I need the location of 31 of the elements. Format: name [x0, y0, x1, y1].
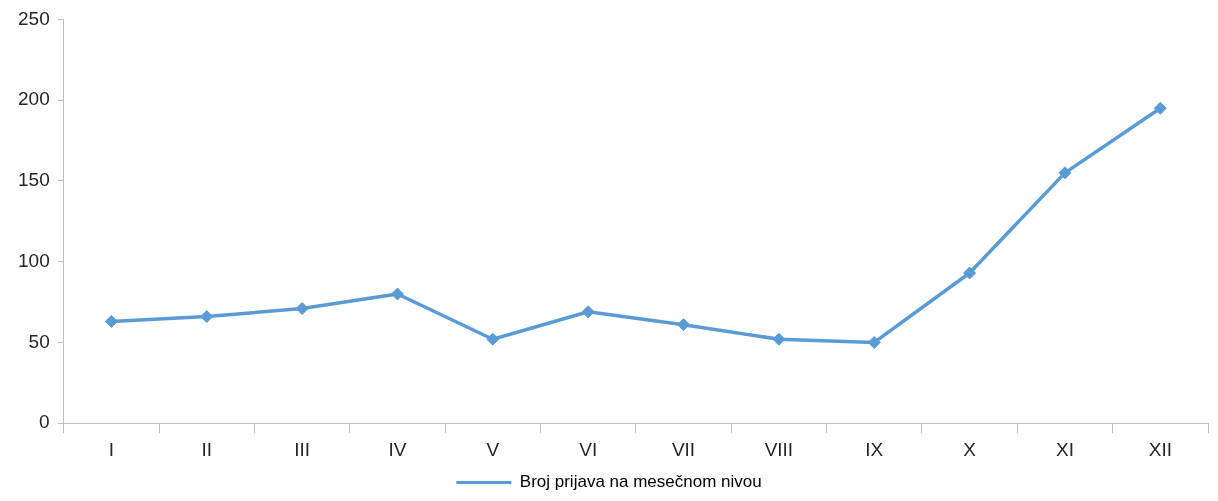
x-tick-label: IV	[388, 438, 407, 460]
x-tick-label: XI	[1055, 438, 1074, 460]
point	[1058, 166, 1072, 180]
x-tick-label: IX	[865, 438, 884, 460]
point	[677, 318, 691, 332]
y-tick-label: 100	[18, 249, 50, 271]
point	[867, 335, 881, 349]
x-tick-label: I	[108, 438, 115, 460]
x-tick-label: III	[294, 438, 311, 460]
point	[390, 287, 404, 301]
x-tick-label: VI	[579, 438, 598, 460]
x-tick-label: XII	[1148, 438, 1172, 460]
x-tick-label: V	[486, 438, 500, 460]
x-tick-label: VII	[671, 438, 696, 460]
y-tick-label: 150	[18, 169, 50, 191]
x-tick-label: X	[963, 438, 977, 460]
y-tick-label: 250	[18, 7, 50, 29]
legend-label: Broj prijava na mesečnom nivou	[519, 472, 762, 492]
x-tick-label: II	[201, 438, 213, 460]
point	[200, 310, 214, 324]
point	[295, 302, 309, 316]
point	[963, 266, 977, 280]
point	[772, 332, 786, 346]
y-tick-label: 200	[18, 88, 50, 110]
point	[486, 332, 500, 346]
point	[1153, 101, 1167, 115]
point	[104, 314, 118, 328]
y-tick-label: 0	[39, 411, 50, 433]
x-tick-label: VIII	[764, 438, 794, 460]
point	[581, 305, 595, 319]
y-tick-label: 50	[28, 330, 50, 352]
